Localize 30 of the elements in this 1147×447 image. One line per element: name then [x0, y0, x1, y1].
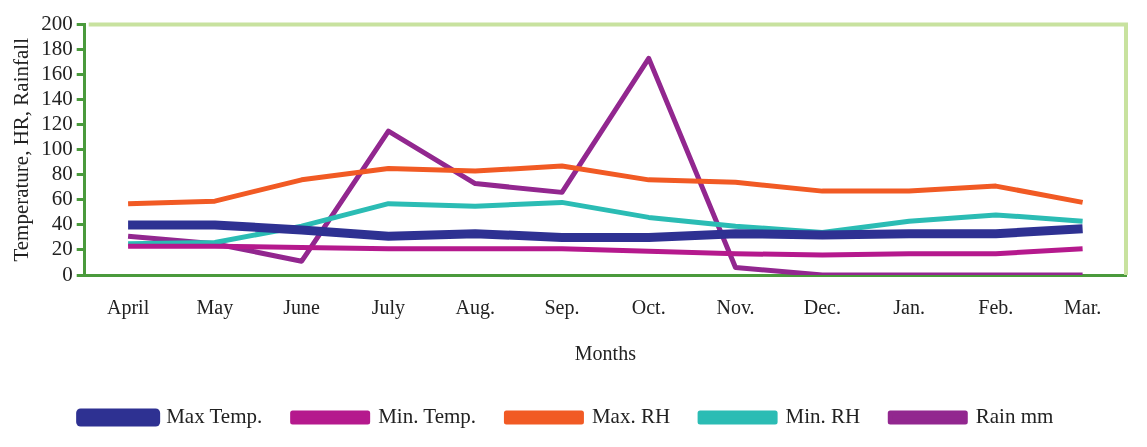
x-tick-label: July: [371, 296, 406, 320]
x-tick-label: May: [196, 296, 234, 320]
y-tick-label: 180: [41, 36, 73, 61]
x-tick-label: Dec.: [803, 296, 841, 319]
y-tick-label: 120: [41, 111, 73, 136]
x-tick-label: Aug.: [455, 296, 495, 320]
legend-label: Min. Temp.: [378, 404, 477, 429]
legend-label: Max Temp.: [166, 404, 263, 429]
y-axis-title: Temperature, HR, Rainfall: [9, 37, 34, 262]
x-tick-label: Jan.: [893, 296, 925, 319]
x-tick-label: Feb.: [978, 296, 1014, 319]
legend-label: Min. RH: [785, 404, 861, 429]
y-tick-label: 0: [62, 261, 73, 286]
y-tick-label: 140: [41, 86, 73, 111]
y-tick-label: 200: [41, 11, 73, 36]
x-tick-label: Mar.: [1064, 296, 1102, 319]
legend-label: Rain mm: [975, 404, 1054, 429]
x-tick-label: June: [283, 296, 321, 319]
x-axis-title: Months: [574, 342, 637, 365]
x-tick-label: April: [106, 296, 150, 320]
legend-label: Max. RH: [591, 404, 671, 429]
x-tick-label: Nov.: [716, 296, 755, 319]
x-tick-label: Oct.: [631, 296, 666, 319]
x-tick-label: Sep.: [544, 296, 580, 320]
y-tick-label: 60: [51, 186, 73, 211]
y-tick-label: 160: [41, 61, 73, 86]
y-tick-label: 40: [51, 211, 73, 236]
y-tick-label: 20: [51, 236, 73, 261]
y-tick-label: 100: [41, 136, 73, 161]
y-tick-label: 80: [51, 161, 73, 186]
